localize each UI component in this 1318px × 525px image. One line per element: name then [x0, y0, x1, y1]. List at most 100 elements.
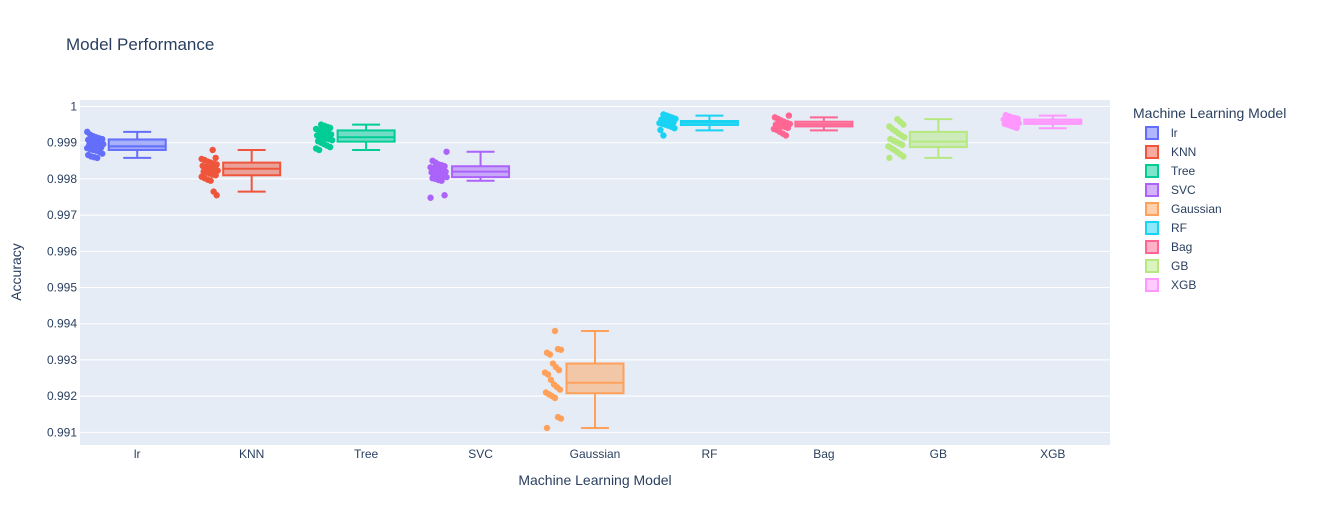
data-point	[660, 132, 667, 139]
y-tick-label: 0.996	[47, 244, 77, 258]
x-tick-label: lr	[134, 447, 141, 461]
data-point	[547, 376, 555, 384]
legend-label: SVC	[1171, 183, 1196, 197]
y-tick-label: 0.994	[47, 317, 77, 331]
data-point	[543, 424, 551, 432]
data-point	[901, 134, 908, 141]
data-point	[315, 146, 323, 154]
box-trace-svc	[427, 148, 511, 201]
x-tick-label: XGB	[1040, 447, 1065, 461]
data-point	[212, 172, 219, 179]
x-tick-label: GB	[930, 447, 947, 461]
data-point	[207, 177, 214, 184]
y-tick-label: 0.998	[47, 172, 77, 186]
legend-swatch	[1145, 145, 1159, 159]
data-point	[328, 136, 336, 144]
box-trace-lr	[84, 128, 167, 162]
y-tick-label: 1	[70, 100, 77, 114]
x-tick-label: Gaussian	[570, 447, 621, 461]
legend-swatch	[1145, 183, 1159, 197]
data-point	[671, 125, 678, 132]
legend-swatch	[1145, 240, 1159, 254]
data-point	[441, 192, 448, 199]
data-point	[438, 177, 445, 184]
legend-swatch	[1145, 278, 1159, 292]
chart-title: Model Performance	[66, 35, 214, 54]
data-point	[551, 394, 559, 402]
iqr-box	[565, 362, 625, 395]
x-tick-label: RF	[701, 447, 717, 461]
data-point	[213, 161, 220, 168]
box-trace-gb	[885, 115, 968, 162]
data-point	[546, 351, 554, 358]
data-point	[209, 146, 216, 154]
y-tick-label: 0.999	[47, 136, 77, 150]
legend-title: Machine Learning Model	[1133, 105, 1286, 121]
x-tick-label: Bag	[813, 447, 834, 461]
box-trace-xgb	[1000, 112, 1083, 132]
legend-label: Tree	[1171, 164, 1196, 178]
legend-item-xgb[interactable]: XGB	[1145, 278, 1196, 292]
data-point	[99, 150, 106, 157]
legend-item-svc[interactable]: SVC	[1145, 183, 1196, 197]
data-point	[886, 154, 893, 162]
legend-label: GB	[1171, 259, 1188, 273]
legend-label: RF	[1171, 221, 1187, 235]
box-traces	[84, 111, 1083, 432]
data-point	[555, 366, 563, 374]
legend-item-rf[interactable]: RF	[1145, 221, 1187, 235]
data-point	[782, 132, 790, 139]
y-tick-label: 0.997	[47, 208, 77, 222]
legend-item-bag[interactable]: Bag	[1145, 240, 1192, 254]
data-point	[94, 154, 101, 162]
data-point	[213, 192, 220, 199]
legend-swatch	[1145, 164, 1159, 178]
data-point	[326, 124, 334, 132]
legend-label: XGB	[1171, 278, 1196, 292]
legend-item-gaussian[interactable]: Gaussian	[1145, 202, 1222, 216]
data-point	[212, 154, 219, 162]
data-point	[556, 386, 564, 393]
data-point	[551, 327, 559, 335]
data-point	[557, 415, 565, 422]
legend-swatch	[1145, 221, 1159, 235]
data-point	[427, 194, 434, 201]
legend-swatch	[1145, 259, 1159, 273]
legend-items: lr KNN Tree SVC Gaussian RF Bag GB XGB	[1145, 126, 1222, 292]
data-point	[557, 346, 565, 353]
data-point	[784, 124, 792, 132]
data-point	[657, 126, 664, 134]
data-point	[544, 371, 552, 378]
legend-item-tree[interactable]: Tree	[1145, 164, 1196, 178]
x-tick-label: Tree	[354, 447, 379, 461]
data-point	[326, 143, 334, 151]
y-axis-ticks: 0.991 0.992 0.993 0.994 0.995 0.996 0.997 0.998…	[47, 100, 77, 440]
y-axis-title: Accuracy	[8, 243, 24, 301]
data-point	[900, 121, 907, 128]
box-trace-bag	[770, 112, 854, 139]
legend-item-lr[interactable]: lr	[1145, 126, 1178, 140]
legend-label: KNN	[1171, 145, 1196, 159]
legend-label: lr	[1171, 126, 1178, 140]
iqr-box	[908, 130, 968, 149]
data-point	[785, 112, 793, 119]
legend-label: Gaussian	[1171, 202, 1222, 216]
box-trace-knn	[198, 146, 282, 199]
box-trace-rf	[656, 111, 739, 139]
legend-swatch	[1145, 126, 1159, 140]
box-trace-tree	[312, 121, 396, 154]
x-tick-label: SVC	[468, 447, 493, 461]
x-tick-label: KNN	[239, 447, 264, 461]
data-point	[899, 141, 906, 149]
legend-item-gb[interactable]: GB	[1145, 259, 1188, 273]
legend-swatch	[1145, 202, 1159, 216]
x-axis-ticks: lr KNN Tree SVC Gaussian RF Bag GB XGB	[134, 447, 1066, 461]
legend-label: Bag	[1171, 240, 1192, 254]
iqr-box	[107, 138, 167, 151]
data-point	[900, 153, 907, 160]
y-tick-label: 0.992	[47, 389, 77, 403]
box-trace-gaussian	[541, 327, 625, 432]
legend-item-knn[interactable]: KNN	[1145, 145, 1196, 159]
iqr-box	[336, 129, 396, 143]
